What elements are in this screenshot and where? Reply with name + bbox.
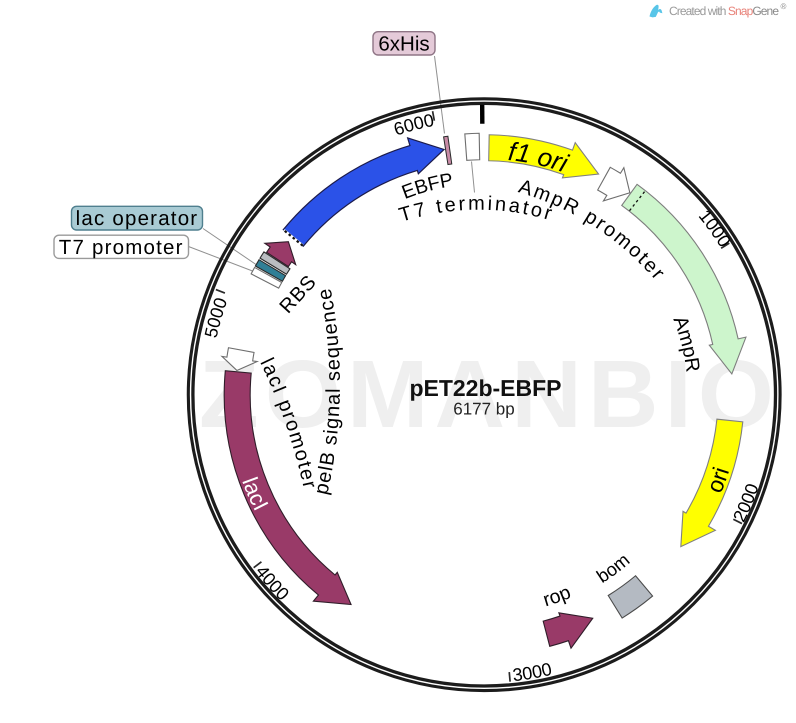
svg-text:pET22b-EBFP: pET22b-EBFP bbox=[409, 375, 561, 401]
svg-text:Created with SnapGene: Created with SnapGene bbox=[669, 4, 779, 18]
svg-text:®: ® bbox=[781, 2, 787, 11]
svg-text:T7 promoter: T7 promoter bbox=[59, 236, 184, 259]
svg-text:6177 bp: 6177 bp bbox=[453, 400, 514, 419]
svg-text:6xHis: 6xHis bbox=[378, 32, 429, 55]
svg-text:lac operator: lac operator bbox=[76, 207, 199, 230]
svg-text:ZOMANBIO: ZOMANBIO bbox=[199, 341, 780, 448]
